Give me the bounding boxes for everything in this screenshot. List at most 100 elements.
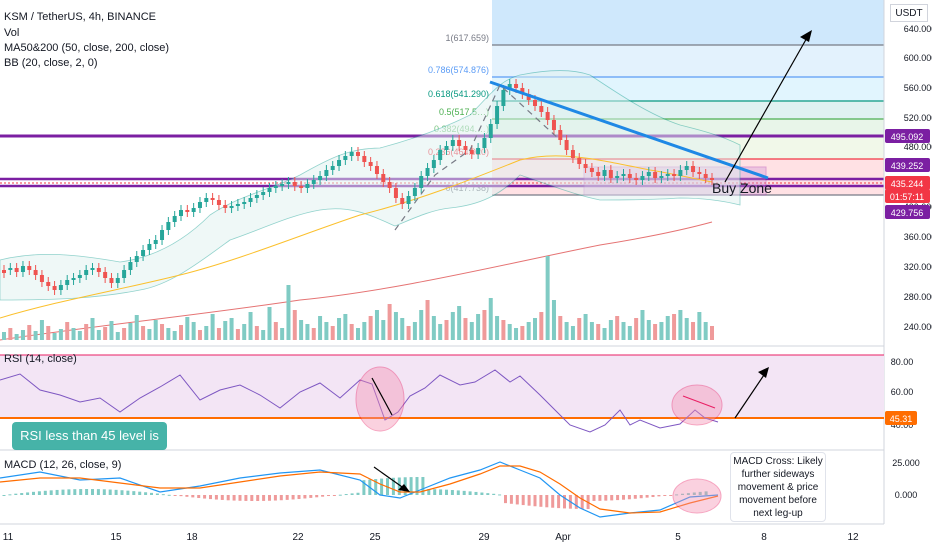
volume-bar [488, 298, 493, 340]
macd-hist-bar [244, 495, 248, 501]
macd-hist-bar [49, 490, 53, 495]
descending-trendline[interactable] [489, 80, 769, 180]
time-tick: 12 [847, 532, 859, 543]
rsi-highlight-2[interactable] [671, 384, 723, 426]
candle-body [450, 140, 455, 146]
price-badge: 01:57:11 [885, 189, 930, 203]
volume-bar [77, 331, 82, 340]
macd-hist-bar [203, 495, 207, 499]
volume-bar [596, 324, 601, 340]
rsi-tick: 80.00 [891, 357, 914, 367]
macd-highlight[interactable] [672, 478, 722, 514]
candle-body [653, 172, 658, 178]
candle-body [141, 250, 146, 256]
volume-bar [160, 324, 165, 340]
price-badge-text: 01:57:11 [890, 192, 924, 202]
macd-hist-bar [96, 489, 100, 495]
volume-bar [463, 318, 468, 340]
candle-body [267, 188, 272, 192]
volume-bar [210, 314, 215, 340]
rsi-line [0, 369, 719, 433]
macd-hist-bar [598, 495, 602, 501]
fib-label: 1(617.659) [445, 33, 489, 43]
ma50-line [0, 155, 713, 319]
macd-hist-bar [338, 494, 342, 496]
candle-body [216, 200, 221, 205]
candle-body [324, 170, 329, 176]
indicator-bb[interactable]: BB (20, close, 2, 0) [4, 57, 98, 69]
indicator-vol[interactable]: Vol [4, 27, 20, 39]
currency-label[interactable]: USDT [890, 4, 928, 22]
candle-body [640, 176, 645, 180]
volume-bar [311, 328, 316, 340]
time-tick: 25 [369, 532, 381, 543]
volume-bar [368, 316, 373, 340]
time-axis: 11 15 18 22 25 29 Apr 5 8 12 [3, 532, 859, 543]
candle-body [223, 205, 228, 208]
volume-bar [216, 328, 221, 340]
rsi-arrow-1 [371, 377, 393, 416]
macd-hist-bar [509, 495, 513, 504]
macd-hist-bar [14, 493, 18, 495]
candle-body [179, 210, 183, 216]
candle-body [204, 198, 209, 202]
volume-bar [172, 331, 177, 340]
indicator-ma[interactable]: MA50&200 (50, close, 200, close) [4, 42, 170, 54]
volume-bar [147, 329, 152, 340]
volume-bars [2, 256, 714, 340]
candle-body [115, 278, 120, 283]
candle-body [608, 170, 613, 178]
macd-hist-bar [486, 493, 490, 495]
candle-body [33, 270, 38, 275]
rsi-highlight-1[interactable] [355, 366, 405, 432]
volume-bar [691, 322, 696, 340]
macd-hist-bar [297, 495, 301, 499]
macd-hist-bar [698, 491, 702, 495]
candle-body [191, 208, 196, 212]
macd-hist-bar [622, 495, 625, 500]
candle-body [533, 100, 537, 106]
macd-hist-bar [344, 494, 348, 496]
volume-bar [153, 320, 158, 340]
volume-bar [141, 326, 146, 340]
volume-bar [166, 328, 171, 340]
macd-hist-bar [445, 489, 448, 495]
macd-hist-bar [704, 491, 708, 495]
volume-bar [14, 334, 19, 340]
macd-hist-bar [557, 495, 561, 509]
candle-body [482, 138, 487, 148]
macd-hist-bar [191, 495, 195, 498]
macd-hist-bar [374, 479, 378, 495]
candle-body [545, 112, 550, 120]
volume-bar [185, 317, 190, 340]
macd-title[interactable]: MACD (12, 26, close, 9) [4, 459, 122, 471]
macd-hist-bar [633, 495, 637, 499]
candle-body [577, 158, 582, 164]
dashed-path [394, 84, 561, 231]
volume-bar [678, 310, 683, 340]
candle-body [444, 146, 449, 150]
macd-note: MACD Cross: Likely further sideways move… [730, 452, 826, 522]
candle-body [58, 285, 63, 290]
macd-hist-bar [545, 495, 549, 508]
macd-hist-bar [462, 490, 466, 495]
macd-hist-bar [91, 489, 94, 495]
macd-hist-bar [138, 491, 142, 495]
candle-body [425, 168, 430, 176]
candle-body [160, 230, 165, 240]
volume-bar [362, 322, 367, 340]
volume-bar [374, 310, 379, 340]
candle-body [589, 168, 594, 172]
volume-bar [672, 314, 677, 340]
candle-body [153, 240, 158, 244]
macd-hist-bar [150, 492, 153, 495]
rsi-title[interactable]: RSI (14, close) [4, 353, 77, 365]
candle-body [602, 170, 607, 176]
macd-hist-bar [132, 491, 136, 495]
symbol-title[interactable]: KSM / TetherUS, 4h, BINANCE [4, 11, 157, 23]
volume-bar [425, 300, 430, 340]
macd-hist-bar [356, 492, 360, 495]
macd-hist-bar [580, 495, 584, 509]
